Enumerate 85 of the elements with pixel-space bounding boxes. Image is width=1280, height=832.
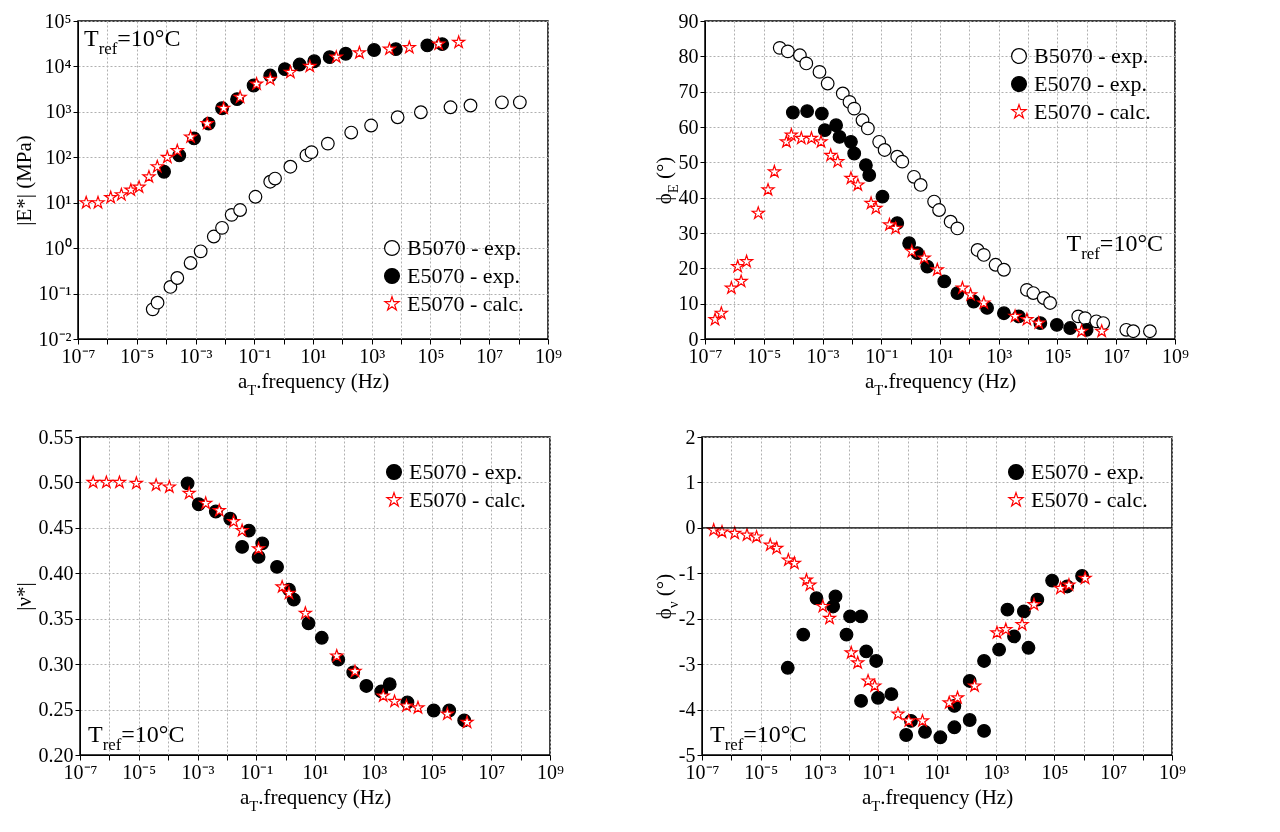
x-tick-label: 10³: [361, 760, 388, 783]
x-tick-label: 10⁻¹: [238, 344, 272, 367]
legend-label: E5070 - calc.: [1031, 487, 1148, 512]
x-tick-label: 10⁻³: [179, 344, 213, 367]
legend-label: E5070 - calc.: [409, 487, 526, 512]
x-tick-label: 10⁹: [1159, 760, 1187, 783]
x-axis-title: a$_{T}$.frequency (Hz): [861, 784, 1014, 814]
x-tick-label: 10⁻⁵: [120, 344, 155, 367]
y-tick-label: 0.45: [38, 516, 74, 539]
y-tick-label: 0: [685, 516, 696, 539]
y-tick-label: 90: [678, 9, 699, 32]
annotation: T$_{ref}$=10°C: [88, 721, 185, 755]
x-tick-label: 10⁵: [417, 344, 445, 367]
y-tick-label: 10⁻¹: [38, 282, 72, 305]
y-tick-label: 10⁵: [44, 9, 72, 32]
legend-label: E5070 - exp.: [409, 459, 523, 484]
y-tick-label: 10³: [45, 100, 72, 123]
y-tick-label: -1: [678, 561, 696, 584]
x-tick-label: 10⁹: [1162, 344, 1190, 367]
y-tick-label: 20: [678, 256, 699, 279]
legend-label: E5070 - exp.: [1034, 71, 1148, 96]
y-tick-label: 0.40: [38, 561, 74, 584]
x-tick-label: 10¹: [302, 760, 329, 783]
x-tick-label: 10⁻¹: [865, 344, 899, 367]
x-tick-label: 10⁵: [1044, 344, 1072, 367]
x-tick-label: 10⁷: [1103, 344, 1131, 367]
y-tick-label: -3: [678, 652, 696, 675]
x-tick-label: 10⁷: [476, 344, 504, 367]
y-tick-label: -4: [678, 698, 696, 721]
legend-label: E5070 - calc.: [1034, 99, 1151, 124]
y-tick-label: 50: [678, 150, 699, 173]
y-tick-label: 60: [678, 115, 699, 138]
annotation: T$_{ref}$=10°C: [710, 721, 807, 755]
y-tick-label: 10²: [45, 145, 72, 168]
legend-label: E5070 - calc.: [407, 291, 524, 316]
legend-label: E5070 - exp.: [407, 263, 521, 288]
y-tick-label: 2: [685, 425, 696, 448]
x-tick-label: 10³: [359, 344, 386, 367]
y-tick-label: 10⁰: [44, 236, 72, 259]
y-tick-label: -5: [678, 743, 696, 766]
y-axis-title: |ν*|: [11, 582, 36, 611]
x-tick-label: 10⁵: [419, 760, 447, 783]
x-tick-label: 10⁻³: [803, 760, 837, 783]
y-tick-label: 70: [678, 80, 699, 103]
x-tick-label: 10¹: [927, 344, 954, 367]
y-axis-title: |E*| (MPa): [11, 135, 36, 226]
annotation: T$_{ref}$=10°C: [1066, 229, 1163, 263]
x-tick-label: 10⁻¹: [862, 760, 896, 783]
y-tick-label: 0: [688, 327, 699, 350]
x-tick-label: 10⁻⁵: [744, 760, 779, 783]
x-axis-title: a$_{T}$.frequency (Hz): [864, 368, 1017, 398]
y-tick-label: 0.30: [38, 652, 74, 675]
x-tick-label: 10⁻³: [806, 344, 840, 367]
x-tick-label: 10⁻³: [181, 760, 215, 783]
legend-label: E5070 - exp.: [1031, 459, 1145, 484]
x-tick-label: 10⁻⁵: [747, 344, 782, 367]
y-tick-label: 10⁴: [44, 54, 72, 77]
y-tick-label: 0.35: [38, 607, 74, 630]
x-axis-title: a$_{T}$.frequency (Hz): [239, 784, 392, 814]
legend-label: B5070 - exp.: [407, 235, 522, 260]
y-tick-label: 10¹: [45, 191, 72, 214]
x-tick-label: 10⁻⁵: [122, 760, 157, 783]
x-tick-label: 10⁵: [1041, 760, 1069, 783]
x-tick-label: 10³: [983, 760, 1010, 783]
x-tick-label: 10⁻¹: [240, 760, 274, 783]
y-tick-label: 40: [678, 186, 699, 209]
y-tick-label: 30: [678, 221, 699, 244]
y-tick-label: 0.55: [38, 425, 74, 448]
x-tick-label: 10¹: [924, 760, 951, 783]
x-axis-title: a$_{T}$.frequency (Hz): [237, 368, 390, 398]
x-tick-label: 10⁹: [537, 760, 565, 783]
x-tick-label: 10³: [986, 344, 1013, 367]
x-tick-label: 10¹: [300, 344, 327, 367]
y-tick-label: 80: [678, 44, 699, 67]
x-tick-label: 10⁷: [1100, 760, 1128, 783]
x-tick-label: 10⁹: [535, 344, 563, 367]
annotation: T$_{ref}$=10°C: [84, 25, 181, 59]
y-tick-label: 10: [678, 292, 699, 315]
legend-label: B5070 - exp.: [1034, 43, 1149, 68]
y-tick-label: 0.25: [38, 698, 74, 721]
y-tick-label: 0.50: [38, 470, 74, 493]
x-tick-label: 10⁷: [478, 760, 506, 783]
y-tick-label: 1: [685, 470, 696, 493]
y-tick-label: 0.20: [38, 743, 74, 766]
y-tick-label: -2: [678, 607, 696, 630]
